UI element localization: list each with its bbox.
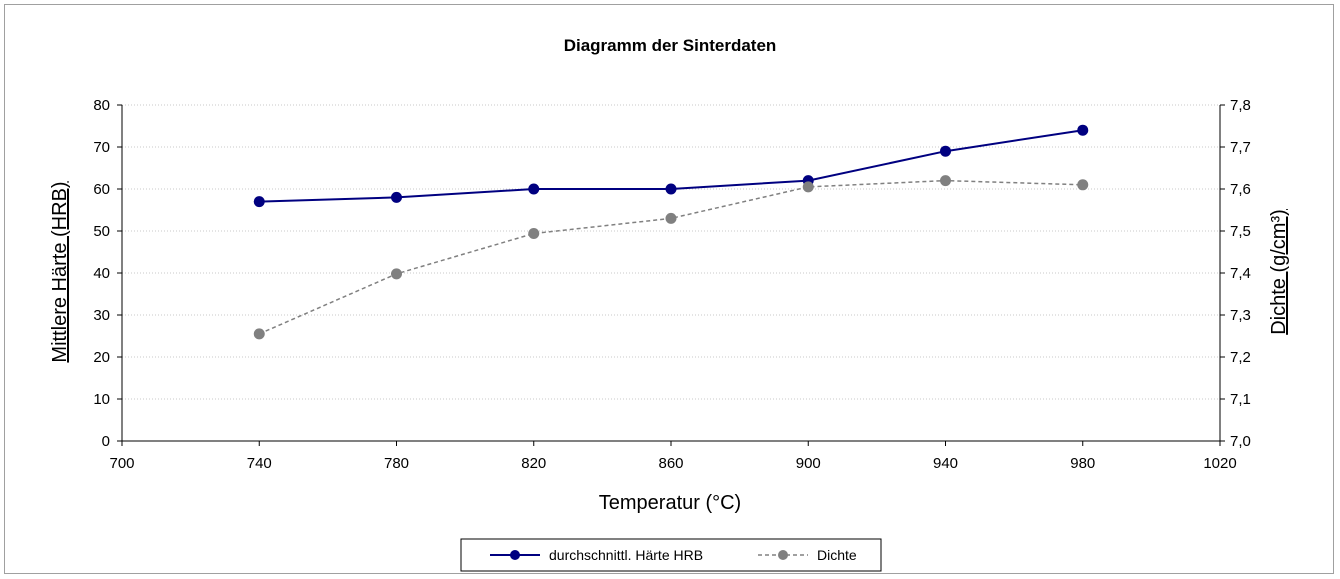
x-tick-label: 940	[933, 455, 958, 472]
series-1-point	[253, 328, 265, 340]
series-1-point	[940, 175, 951, 187]
y-tick-label-right: 7,2	[1230, 349, 1251, 366]
legend-marker-hardness	[510, 550, 520, 560]
x-tick-label: 740	[247, 455, 272, 472]
series-1-point	[528, 228, 540, 240]
y-tick-label-left: 80	[93, 97, 110, 114]
legend-label-density: Dichte	[817, 547, 857, 563]
y-tick-label-right: 7,4	[1230, 265, 1251, 282]
y-tick-label-right: 7,7	[1230, 139, 1251, 156]
y-tick-label-left: 10	[93, 391, 110, 408]
series-0-point	[1077, 124, 1089, 136]
series-0-point	[665, 183, 677, 195]
gridlines	[122, 104, 1220, 400]
series-0-point	[253, 196, 265, 208]
tick-labels: 0 7,0 10 7,1 20 7,2 30 7,3 40 7,4 50 7,5 60 7,6 70 7,7 8…	[93, 97, 1251, 472]
series-1-point	[665, 212, 677, 224]
y-tick-label-left: 30	[93, 307, 110, 324]
legend-box	[460, 538, 882, 572]
series-1-point	[802, 181, 814, 193]
y-axis-title-right: Dichte (g/cm³)	[1268, 209, 1290, 335]
y-tick-label-left: 60	[93, 181, 110, 198]
legend-marker-density	[778, 550, 788, 560]
y-tick-label-left: 40	[93, 265, 110, 282]
y-tick-label-left: 0	[102, 433, 110, 450]
legend-label-hardness: durchschnittl. Härte HRB	[549, 547, 703, 563]
axes	[117, 104, 1225, 446]
y-tick-label-right: 7,6	[1230, 181, 1251, 198]
series-0-point	[940, 145, 951, 157]
x-axis-title: Temperatur (°C)	[599, 492, 741, 514]
x-tick-label: 980	[1070, 455, 1095, 472]
x-tick-label: 820	[521, 455, 546, 472]
y-tick-label-right: 7,5	[1230, 223, 1251, 240]
y-tick-label-left: 50	[93, 223, 110, 240]
y-tick-label-left: 20	[93, 349, 110, 366]
y-tick-label-right: 7,3	[1230, 307, 1251, 324]
chart-frame	[4, 4, 1334, 574]
x-tick-label: 900	[796, 455, 821, 472]
series-0-point	[528, 183, 540, 195]
series-1-point	[1077, 179, 1089, 191]
x-tick-label: 860	[658, 455, 683, 472]
x-tick-label: 700	[109, 455, 134, 472]
x-tick-label: 1020	[1203, 455, 1236, 472]
y-tick-label-right: 7,0	[1230, 433, 1251, 450]
series-0-point	[391, 191, 402, 203]
y-tick-label-right: 7,8	[1230, 97, 1251, 114]
x-tick-label: 780	[384, 455, 409, 472]
series-line-1	[258, 179, 1083, 335]
series-layer	[253, 124, 1089, 340]
chart-title: Diagramm der Sinterdaten	[564, 36, 777, 55]
legend: durchschnittl. Härte HRB Dichte	[460, 538, 882, 572]
series-1-point	[391, 268, 402, 280]
y-tick-label-left: 70	[93, 139, 110, 156]
y-tick-label-right: 7,1	[1230, 391, 1251, 408]
y-axis-title-left: Mittlere Härte (HRB)	[49, 181, 71, 362]
